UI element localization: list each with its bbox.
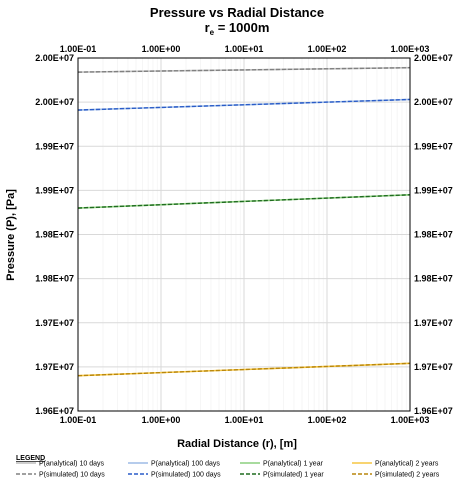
subtitle-sub: e (210, 28, 215, 37)
series-line-p-simulated-10-days (77, 67, 411, 73)
x-axis-label: Radial Distance (r), [m] (177, 438, 297, 450)
y-tick-label-right: 1.99E+07 (414, 185, 453, 195)
series-line-p-simulated-100-days (77, 98, 411, 111)
y-tick-label-left: 1.98E+07 (35, 274, 74, 284)
y-tick-label-left: 1.99E+07 (35, 141, 74, 151)
x-tick-label-bottom: 1.00E+01 (225, 415, 264, 425)
legend-label: P(simulated) 2 years (375, 472, 440, 479)
y-tick-label-left: 1.99E+07 (35, 185, 74, 195)
y-tick-label-left: 1.97E+07 (35, 318, 74, 328)
x-tick-label-bottom: 1.00E-01 (60, 415, 97, 425)
legend-label: P(analytical) 2 years (375, 461, 439, 468)
y-tick-label-right: 1.98E+07 (414, 230, 453, 240)
subtitle-main: r (205, 20, 210, 35)
y-tick-label-left: 1.97E+07 (35, 362, 74, 372)
y-tick-label-right: 2.00E+07 (414, 97, 453, 107)
x-tick-label-bottom: 1.00E+00 (142, 415, 181, 425)
y-tick-label-right: 1.98E+07 (414, 274, 453, 284)
x-tick-label-top: 1.00E+03 (391, 44, 430, 54)
legend-title: LEGEND (16, 455, 45, 462)
series-line-p-simulated-1-year (77, 194, 411, 209)
x-tick-label-top: 1.00E+00 (142, 44, 181, 54)
chart-title: Pressure vs Radial Distance (150, 5, 324, 20)
y-tick-label-right: 1.96E+07 (414, 406, 453, 416)
legend-label: P(analytical) 100 days (151, 461, 220, 468)
y-tick-label-right: 1.99E+07 (414, 141, 453, 151)
series-line-p-simulated-2-years (77, 362, 411, 377)
chart-subtitle: re = 1000m (205, 20, 270, 37)
tick-labels: 1.00E-01 1.00E-01 1.00E+00 1.00E+00 1.00E+01… (35, 44, 453, 425)
x-tick-label-top: 1.00E-01 (60, 44, 97, 54)
y-axis-label: Pressure (P), [Pa] (5, 189, 17, 281)
y-tick-label-left: 2.00E+07 (35, 97, 74, 107)
legend: LEGEND P(analytical) 10 days P(analytical… (16, 455, 440, 479)
x-tick-label-top: 1.00E+02 (308, 44, 347, 54)
legend-label: P(analytical) 1 year (263, 461, 324, 468)
y-tick-label-left: 2.00E+07 (35, 53, 74, 63)
grid-lines (77, 57, 411, 412)
legend-label: P(simulated) 100 days (151, 472, 221, 479)
plot-frame (77, 57, 411, 412)
legend-label: P(simulated) 10 days (39, 472, 105, 479)
y-tick-label-left: 1.98E+07 (35, 230, 74, 240)
x-tick-label-bottom: 1.00E+03 (391, 415, 430, 425)
x-tick-label-bottom: 1.00E+02 (308, 415, 347, 425)
y-tick-label-right: 2.00E+07 (414, 53, 453, 63)
legend-label: P(simulated) 1 year (263, 472, 324, 479)
series-layer (77, 66, 411, 377)
subtitle-rest: = 1000m (214, 20, 269, 35)
y-tick-label-right: 1.97E+07 (414, 362, 453, 372)
y-tick-label-left: 1.96E+07 (35, 406, 74, 416)
legend-label: P(analytical) 10 days (39, 461, 104, 468)
y-tick-label-right: 1.97E+07 (414, 318, 453, 328)
x-tick-label-top: 1.00E+01 (225, 44, 264, 54)
